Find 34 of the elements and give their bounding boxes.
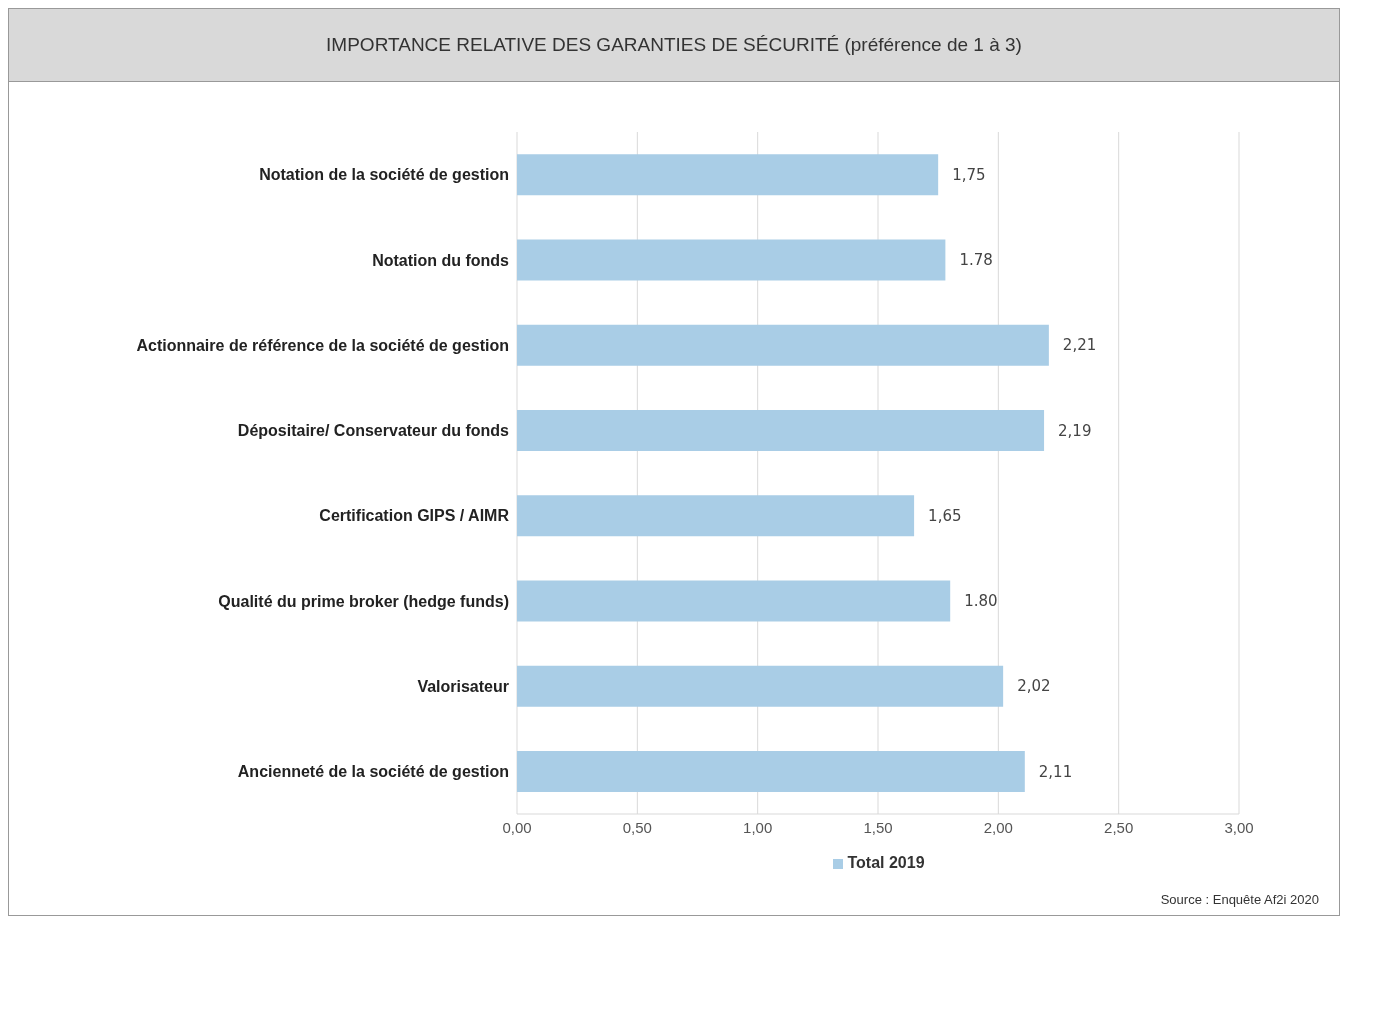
x-tick-label: 2,50 <box>1104 818 1134 836</box>
bar <box>517 324 1049 366</box>
x-tick-label: 1,50 <box>863 818 893 836</box>
data-label: 2,02 <box>1017 677 1051 696</box>
data-label: 1.78 <box>959 251 993 270</box>
x-tick-label: 2,00 <box>983 818 1013 836</box>
y-tick-label: Certification GIPS / AIMR <box>319 507 510 525</box>
data-label: 2,21 <box>1062 336 1097 355</box>
y-tick-label: Qualité du prime broker (hedge funds) <box>218 592 509 610</box>
data-label: 2,19 <box>1058 421 1092 440</box>
x-tick-label: 0,00 <box>502 818 532 836</box>
x-tick-label: 1,00 <box>743 818 773 836</box>
x-tick-label: 0,50 <box>622 818 652 836</box>
bar <box>517 239 946 281</box>
y-tick-label: Notation de la société de gestion <box>259 166 509 184</box>
bar <box>517 154 939 196</box>
source-note: Source : Enquête Af2i 2020 <box>1159 892 1319 907</box>
y-tick-label: Valorisateur <box>417 677 509 695</box>
bar <box>517 409 1045 451</box>
data-label: 1.80 <box>964 592 998 611</box>
bar <box>517 495 915 537</box>
data-label: 2,11 <box>1038 762 1073 781</box>
bar <box>517 665 1004 707</box>
data-label: 1,65 <box>928 506 962 525</box>
bar <box>517 750 1025 792</box>
x-tick-label: 3,00 <box>1224 818 1254 836</box>
y-tick-label: Notation du fonds <box>372 251 510 269</box>
data-label: 1,75 <box>952 165 986 184</box>
y-tick-label: Dépositaire/ Conservateur du fonds <box>237 422 510 440</box>
y-tick-label: Actionnaire de référence de la société de gestion <box>136 336 509 354</box>
bar <box>517 580 951 622</box>
legend-label: Total 2019 <box>847 854 925 871</box>
y-tick-label: Ancienneté de la société de gestion <box>237 763 509 781</box>
chart-title: IMPORTANCE RELATIVE DES GARANTIES DE SÉCURITÉ (préférence de 1 à 3) <box>9 9 1339 82</box>
